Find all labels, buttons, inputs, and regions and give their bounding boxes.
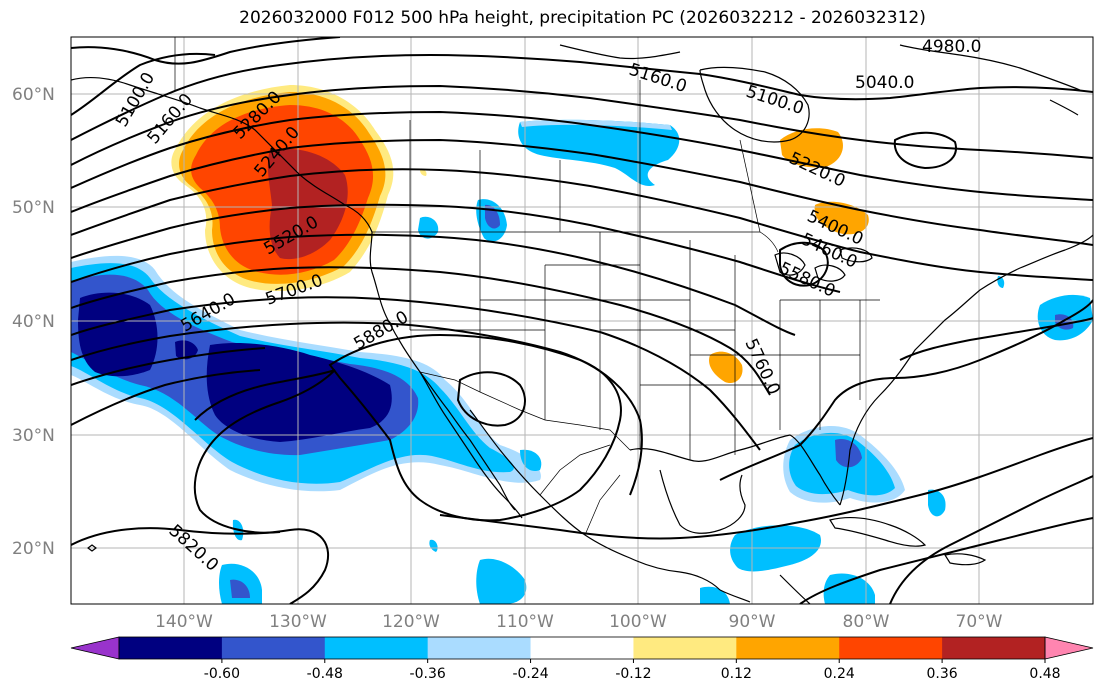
colorbar-segment xyxy=(221,637,326,659)
colorbar-frame xyxy=(118,636,1046,660)
lon-label-130w: 130°W xyxy=(269,612,327,632)
contour-label: 5040.0 xyxy=(855,73,914,93)
colorbar-tick-label: -0.48 xyxy=(307,666,343,682)
colorbar-tick-label: -0.24 xyxy=(512,666,548,682)
colorbar-tick-label: 0.48 xyxy=(1029,666,1060,682)
colorbar-segment xyxy=(839,637,943,659)
colorbar-under-triangle xyxy=(70,636,120,660)
lat-label-20n: 20°N xyxy=(12,539,55,559)
colorbar-segment xyxy=(119,637,223,659)
lon-label-100w: 100°W xyxy=(609,612,667,632)
colorbar-tick-label: 0.12 xyxy=(721,666,752,682)
map-title: 2026032000 F012 500 hPa height, precipit… xyxy=(239,8,926,28)
colorbar-segment xyxy=(427,637,532,659)
lat-label-40n: 40°N xyxy=(12,312,55,332)
colorbar-segment xyxy=(324,637,429,659)
map-frame xyxy=(70,36,1094,605)
colorbar-over-triangle xyxy=(1044,636,1094,660)
lat-label-60n: 60°N xyxy=(12,85,55,105)
colorbar: -0.60 -0.48 -0.36 -0.24 -0.12 0.12 0.24 0.36 0.4… xyxy=(70,636,1094,682)
colorbar-tick-label: 0.36 xyxy=(927,666,958,682)
coastlines xyxy=(71,44,1093,604)
height-contours xyxy=(71,37,1093,604)
lat-label-30n: 30°N xyxy=(12,426,55,446)
lon-label-110w: 110°W xyxy=(496,612,554,632)
lon-label-140w: 140°W xyxy=(155,612,213,632)
latitude-labels: 60°N 50°N 40°N 30°N 20°N xyxy=(12,85,55,559)
lon-label-120w: 120°W xyxy=(382,612,440,632)
precip-negative-shading xyxy=(71,119,1093,604)
colorbar-segment xyxy=(942,637,1046,659)
map-area: 5100.0 5160.0 5280.0 5240.0 5520.0 5700.… xyxy=(71,37,1093,604)
colorbar-segment xyxy=(736,637,840,659)
lon-label-90w: 90°W xyxy=(729,612,776,632)
contour-label: 4980.0 xyxy=(922,37,981,57)
colorbar-segment xyxy=(633,637,737,659)
colorbar-tick-label: -0.60 xyxy=(204,666,240,682)
lat-label-50n: 50°N xyxy=(12,198,55,218)
longitude-labels: 140°W 130°W 120°W 110°W 100°W 90°W 80°W … xyxy=(155,612,1003,632)
colorbar-tick-label: 0.24 xyxy=(824,666,855,682)
lon-label-70w: 70°W xyxy=(956,612,1003,632)
lon-label-80w: 80°W xyxy=(843,612,890,632)
colorbar-tick-label: -0.36 xyxy=(410,666,446,682)
colorbar-tick-label: -0.12 xyxy=(615,666,651,682)
colorbar-segment xyxy=(530,637,634,659)
precip-positive-shading xyxy=(171,85,869,384)
